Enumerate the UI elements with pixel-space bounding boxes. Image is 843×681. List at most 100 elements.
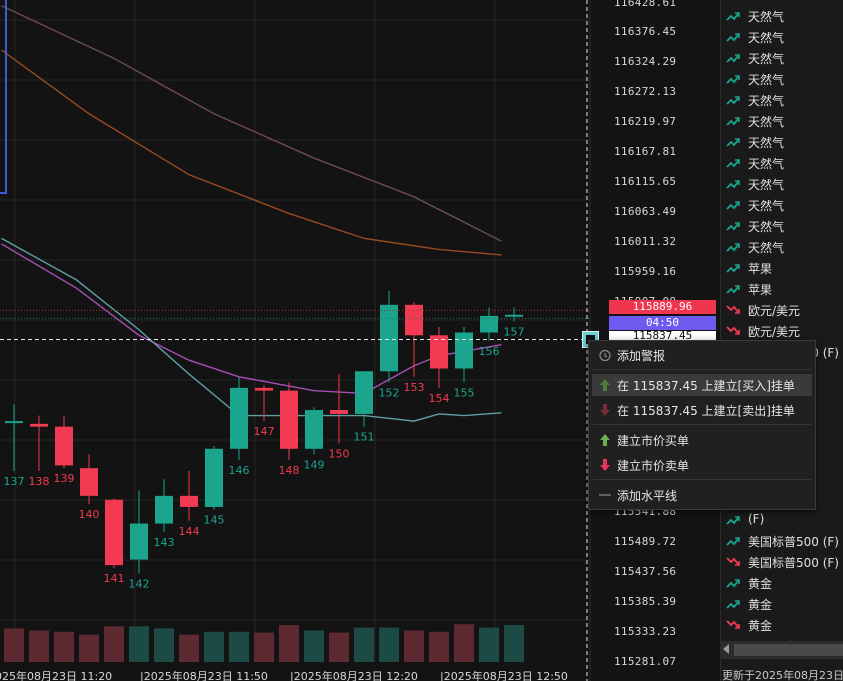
symbol-name: 美国标普500 (F) <box>748 535 839 549</box>
candle-index-label: 152 <box>379 386 400 399</box>
moving-average-line <box>1 237 502 422</box>
candle-body <box>505 314 523 317</box>
symbol-list-item[interactable]: 天然气 <box>721 237 843 258</box>
candle-index-label: 157 <box>504 325 525 338</box>
menu-divider <box>593 479 811 480</box>
candle-body <box>230 387 248 449</box>
menu-item-buy-limit[interactable]: 在 115837.45 上建立[买入]挂单 <box>592 374 812 396</box>
symbol-list-item[interactable]: 天然气 <box>721 48 843 69</box>
menu-item-sell-market[interactable]: 建立市价卖单 <box>592 454 812 476</box>
symbol-list-item[interactable]: 天然气 <box>721 6 843 27</box>
bid-price-badge: 115837.45 <box>609 331 716 341</box>
candle-body <box>330 410 348 414</box>
candle-body <box>405 304 423 336</box>
context-menu: 添加警报 在 115837.45 上建立[买入]挂单 在 115837.45 上… <box>588 340 816 510</box>
volume-bar <box>354 627 374 662</box>
symbol-name: 天然气 <box>748 220 785 234</box>
symbol-name: (F) <box>748 512 765 526</box>
scroll-left-arrow-icon[interactable] <box>723 644 729 654</box>
symbol-name: 欧元/美元 <box>748 304 801 318</box>
symbol-list-item[interactable]: (F) <box>721 510 843 531</box>
symbol-list-item[interactable]: 天然气 <box>721 27 843 48</box>
symbol-list-item[interactable]: 黄金 <box>721 615 843 636</box>
candle-index-label: 149 <box>304 458 325 471</box>
symbol-list-item[interactable]: 欧元/美元 <box>721 300 843 321</box>
price-axis-label: 116011.32 <box>614 235 677 248</box>
candle-body <box>130 523 148 560</box>
price-axis-label: 116167.81 <box>614 145 677 158</box>
candle-body <box>80 468 98 496</box>
trend-up-icon <box>726 180 740 189</box>
symbol-name: 苹果 <box>748 283 773 297</box>
symbol-list-item[interactable]: 黄金 <box>721 573 843 594</box>
trend-up-icon <box>726 537 740 546</box>
trend-up-icon <box>726 96 740 105</box>
symbol-name: 美国标普500 (F) <box>748 556 839 570</box>
symbol-list-item[interactable]: 苹果 <box>721 279 843 300</box>
price-axis-label: 116376.45 <box>614 25 677 38</box>
side-panel-scrollbar[interactable] <box>720 641 843 659</box>
candle-body <box>480 315 498 333</box>
symbol-list-item[interactable]: 苹果 <box>721 258 843 279</box>
volume-bar <box>329 632 349 662</box>
symbol-list-item[interactable]: 天然气 <box>721 69 843 90</box>
candle-body <box>255 387 273 391</box>
symbol-list-item[interactable]: 天然气 <box>721 153 843 174</box>
menu-item-add-alert[interactable]: 添加警报 <box>592 344 812 366</box>
menu-item-label: 在 115837.45 上建立[卖出]挂单 <box>617 404 795 418</box>
price-axis-label: 115489.72 <box>614 535 677 548</box>
price-axis-label: 116219.97 <box>614 115 677 128</box>
trend-up-icon <box>726 516 740 525</box>
trend-up-icon <box>726 264 740 273</box>
trend-up-icon <box>726 33 740 42</box>
symbol-list-item[interactable]: 天然气 <box>721 111 843 132</box>
symbol-list-item[interactable]: 天然气 <box>721 132 843 153</box>
candlestick-chart-canvas[interactable]: 137 138 139 140 141 142 143 144 145 146 147 148 149 1… <box>0 0 720 681</box>
time-axis-label: |2025年08月23日 12:50 <box>440 670 568 681</box>
symbol-list-item[interactable]: 黄金 <box>721 594 843 615</box>
candle-index-label: 153 <box>404 381 425 394</box>
candle-body <box>380 304 398 372</box>
symbol-name: 天然气 <box>748 178 785 192</box>
volume-bar <box>79 634 99 662</box>
menu-item-sell-limit[interactable]: 在 115837.45 上建立[卖出]挂单 <box>592 399 812 421</box>
time-axis-label: |2025年08月23日 12:20 <box>290 670 418 681</box>
menu-item-label: 在 115837.45 上建立[买入]挂单 <box>617 379 795 393</box>
symbol-list-item[interactable]: 天然气 <box>721 195 843 216</box>
candle-index-label: 142 <box>129 577 150 590</box>
volume-bar <box>129 626 149 662</box>
volume-bar <box>29 630 49 662</box>
alarm-icon <box>599 349 611 362</box>
menu-item-label: 建立市价买单 <box>617 434 690 448</box>
symbol-name: 黄金 <box>748 577 773 591</box>
moving-average-line <box>1 5 502 242</box>
symbol-name: 天然气 <box>748 241 785 255</box>
symbol-list-item[interactable]: 天然气 <box>721 174 843 195</box>
volume-bar <box>254 632 274 662</box>
symbol-list-item[interactable]: 天然气 <box>721 90 843 111</box>
price-axis-label: 115959.16 <box>614 265 677 278</box>
trend-up-icon <box>726 243 740 252</box>
trend-up-icon <box>726 201 740 210</box>
scrollbar-thumb[interactable] <box>734 644 843 656</box>
price-axis-label: 115385.39 <box>614 595 677 608</box>
volume-bar <box>454 624 474 662</box>
trend-up-icon <box>726 285 740 294</box>
volume-bar <box>204 631 224 662</box>
menu-item-buy-market[interactable]: 建立市价买单 <box>592 429 812 451</box>
symbol-list-item[interactable]: 美国标普500 (F) <box>721 531 843 552</box>
symbol-name: 黄金 <box>748 598 773 612</box>
candle-index-label: 154 <box>429 392 450 405</box>
candle-index-label: 155 <box>454 386 475 399</box>
symbol-list-item[interactable]: 欧元/美元 <box>721 321 843 342</box>
countdown-badge: 04:50 <box>609 316 716 330</box>
trend-up-icon <box>726 12 740 21</box>
trend-down-icon <box>726 326 740 335</box>
trend-up-icon <box>726 159 740 168</box>
symbol-list-item[interactable]: 美国标普500 (F) <box>721 552 843 573</box>
price-axis-label: 116115.65 <box>614 175 677 188</box>
menu-item-add-horizontal-line[interactable]: 添加水平线 <box>592 484 812 506</box>
update-time-text: 更新于2025年08月23日 <box>722 669 843 681</box>
symbol-list-item[interactable]: 天然气 <box>721 216 843 237</box>
